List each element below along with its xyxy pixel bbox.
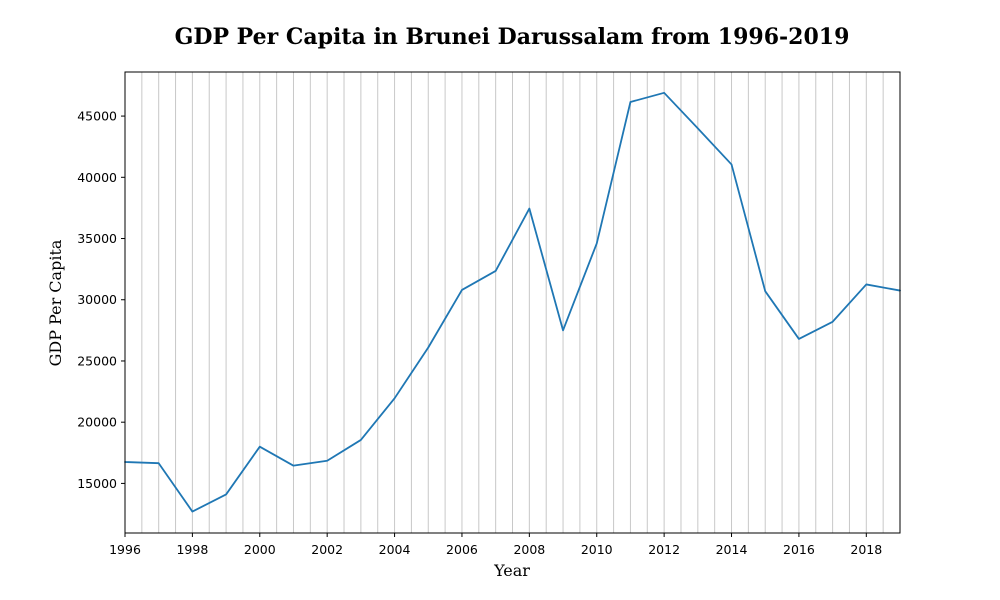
plot-frame bbox=[124, 71, 901, 534]
y-tick-label: 40000 bbox=[77, 170, 117, 185]
series-layer bbox=[124, 91, 901, 513]
x-tick-label: 2000 bbox=[244, 542, 276, 557]
y-axis: 15000 20000 25000 30000 35000 40000 45000 bbox=[77, 109, 125, 491]
x-tick-label: 2002 bbox=[311, 542, 343, 557]
y-axis-label: GDP Per Capita bbox=[46, 239, 65, 366]
x-tick-label: 2012 bbox=[648, 542, 680, 557]
y-tick-label: 25000 bbox=[77, 353, 117, 368]
series-line bbox=[124, 91, 901, 513]
grid bbox=[124, 72, 901, 533]
x-axis-label: Year bbox=[493, 561, 530, 580]
x-tick-label: 2006 bbox=[446, 542, 478, 557]
y-tick-label: 20000 bbox=[77, 415, 117, 430]
x-tick-label: 2018 bbox=[850, 542, 882, 557]
x-axis: 1996 1998 2000 2002 2004 2006 2008 2010 2012 2014… bbox=[109, 533, 882, 557]
x-tick-label: 1996 bbox=[109, 542, 141, 557]
y-tick-label: 45000 bbox=[77, 109, 117, 124]
y-tick-label: 15000 bbox=[77, 476, 117, 491]
x-tick-label: 1998 bbox=[176, 542, 208, 557]
y-tick-label: 30000 bbox=[77, 292, 117, 307]
x-tick-label: 2010 bbox=[581, 542, 613, 557]
chart-title: GDP Per Capita in Brunei Darussalam from… bbox=[175, 24, 850, 50]
x-tick-label: 2016 bbox=[783, 542, 815, 557]
x-tick-label: 2008 bbox=[513, 542, 545, 557]
x-tick-label: 2014 bbox=[716, 542, 748, 557]
y-tick-label: 35000 bbox=[77, 231, 117, 246]
x-tick-label: 2004 bbox=[379, 542, 411, 557]
